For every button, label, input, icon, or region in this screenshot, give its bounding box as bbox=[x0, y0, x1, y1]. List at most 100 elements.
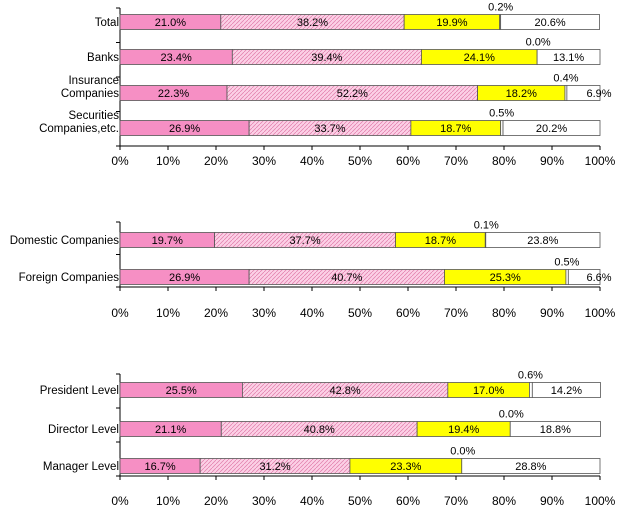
x-tick-label: 0% bbox=[111, 154, 129, 168]
data-label: 0.4% bbox=[553, 73, 578, 85]
data-label: 23.3% bbox=[390, 461, 421, 473]
data-label: 19.4% bbox=[448, 424, 479, 436]
data-label: 0.5% bbox=[489, 108, 514, 120]
x-tick-label: 80% bbox=[492, 494, 516, 508]
x-tick-label: 40% bbox=[300, 154, 324, 168]
x-tick-label: 90% bbox=[540, 306, 564, 320]
bar-segment bbox=[536, 49, 601, 65]
data-label: 20.2% bbox=[536, 123, 567, 135]
data-label: 26.9% bbox=[169, 272, 200, 284]
data-label: 17.0% bbox=[473, 385, 504, 397]
x-tick-label: 100% bbox=[585, 494, 616, 508]
chart-panel-1: 0% 10% 20% 30% 40% 50% 60% 70% 80% 90% 100% Total 21… bbox=[39, 2, 616, 169]
data-label: 25.5% bbox=[166, 385, 197, 397]
chart-panel-3: 0% 10% 20% 30% 40% 50% 60% 70% 80% 90% 100% Preside… bbox=[40, 370, 616, 509]
data-label: 18.8% bbox=[540, 424, 571, 436]
data-label: 23.8% bbox=[527, 235, 558, 247]
chart-panel-2: 0% 10% 20% 30% 40% 50% 60% 70% 80% 90% 100% Domesti… bbox=[10, 220, 616, 321]
bar-segment bbox=[485, 232, 601, 248]
x-tick-label: 30% bbox=[252, 494, 276, 508]
x-tick-label: 60% bbox=[396, 494, 420, 508]
bar-segment bbox=[566, 85, 601, 101]
data-label: 0.6% bbox=[518, 370, 543, 382]
x-tick-label: 80% bbox=[492, 306, 516, 320]
data-label: 38.2% bbox=[297, 17, 328, 29]
x-tick-label: 70% bbox=[444, 494, 468, 508]
data-label: 39.4% bbox=[311, 52, 342, 64]
data-label: 42.8% bbox=[330, 385, 361, 397]
data-label: 0.0% bbox=[450, 446, 475, 458]
data-label: 25.3% bbox=[490, 272, 521, 284]
data-label: 33.7% bbox=[314, 123, 345, 135]
data-label: 18.2% bbox=[506, 88, 537, 100]
x-tick-label: 40% bbox=[300, 306, 324, 320]
x-tick-label: 10% bbox=[156, 306, 180, 320]
data-label: 52.2% bbox=[337, 88, 368, 100]
data-label: 6.6% bbox=[586, 272, 611, 284]
x-tick-label: 30% bbox=[252, 306, 276, 320]
x-tick-label: 70% bbox=[444, 154, 468, 168]
bar-segment bbox=[509, 421, 601, 437]
data-label: 0.0% bbox=[499, 409, 524, 421]
bar-row bbox=[119, 269, 601, 285]
bar-segment bbox=[567, 269, 601, 285]
data-label: 14.2% bbox=[551, 385, 582, 397]
data-label: 28.8% bbox=[515, 461, 546, 473]
category-label: Foreign Companies bbox=[19, 272, 120, 284]
category-label: Securities Companies,etc. bbox=[39, 110, 119, 135]
data-label: 20.6% bbox=[534, 17, 565, 29]
bar-row bbox=[119, 49, 601, 65]
x-tick-label: 90% bbox=[540, 154, 564, 168]
bar-row bbox=[119, 14, 600, 30]
data-label: 18.7% bbox=[440, 123, 471, 135]
data-label: 0.1% bbox=[474, 220, 499, 232]
x-tick-label: 20% bbox=[204, 494, 228, 508]
category-label: Domestic Companies bbox=[10, 235, 120, 247]
x-tick-label: 10% bbox=[156, 154, 180, 168]
x-tick-label: 70% bbox=[444, 306, 468, 320]
data-label: 21.1% bbox=[155, 424, 186, 436]
category-label: Director Level bbox=[48, 424, 119, 436]
bar-row bbox=[119, 382, 601, 398]
data-label: 31.2% bbox=[259, 461, 290, 473]
x-tick-label: 90% bbox=[540, 494, 564, 508]
data-label: 24.1% bbox=[464, 52, 495, 64]
data-label: 37.7% bbox=[289, 235, 320, 247]
x-tick-label: 40% bbox=[300, 494, 324, 508]
bar-segment bbox=[531, 382, 601, 398]
x-tick-label: 60% bbox=[396, 154, 420, 168]
x-tick-label: 50% bbox=[348, 494, 372, 508]
data-label: 16.7% bbox=[144, 461, 175, 473]
bar-row bbox=[119, 120, 601, 136]
data-label: 26.9% bbox=[169, 123, 200, 135]
data-label: 40.7% bbox=[331, 272, 362, 284]
x-tick-label: 20% bbox=[204, 154, 228, 168]
bar-segment bbox=[529, 382, 533, 398]
data-label: 22.3% bbox=[158, 88, 189, 100]
x-tick-label: 50% bbox=[348, 306, 372, 320]
data-label: 6.9% bbox=[586, 88, 611, 100]
category-label: President Level bbox=[40, 385, 119, 397]
x-tick-label: 0% bbox=[111, 306, 129, 320]
x-tick-label: 100% bbox=[585, 154, 616, 168]
category-label: Insurance Companies bbox=[61, 75, 119, 100]
data-label: 19.7% bbox=[152, 235, 183, 247]
data-label: 0.2% bbox=[488, 2, 513, 14]
data-label: 0.0% bbox=[526, 37, 551, 49]
category-label: Manager Level bbox=[43, 461, 119, 473]
bar-row bbox=[119, 85, 601, 101]
bar-row bbox=[119, 421, 601, 437]
x-tick-label: 60% bbox=[396, 306, 420, 320]
category-label: Total bbox=[95, 17, 119, 29]
data-label: 19.9% bbox=[436, 17, 467, 29]
x-tick-label: 80% bbox=[492, 154, 516, 168]
data-label: 0.5% bbox=[554, 257, 579, 269]
data-label: 40.8% bbox=[304, 424, 335, 436]
category-label: Banks bbox=[87, 52, 119, 64]
x-tick-label: 30% bbox=[252, 154, 276, 168]
bar-row bbox=[119, 458, 601, 474]
x-tick-label: 20% bbox=[204, 306, 228, 320]
data-label: 18.7% bbox=[425, 235, 456, 247]
